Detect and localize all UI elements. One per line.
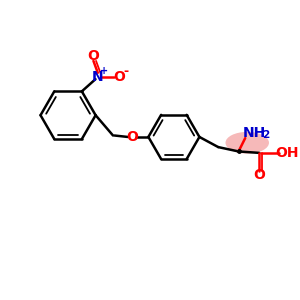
Text: NH: NH bbox=[242, 126, 266, 140]
Text: O: O bbox=[88, 49, 99, 63]
Text: O: O bbox=[254, 168, 266, 182]
Text: 2: 2 bbox=[262, 130, 270, 140]
Text: -: - bbox=[123, 65, 128, 78]
Text: OH: OH bbox=[275, 146, 298, 160]
Text: N: N bbox=[92, 70, 103, 84]
Text: O: O bbox=[126, 130, 138, 144]
Text: O: O bbox=[114, 70, 125, 84]
Text: +: + bbox=[100, 66, 108, 76]
Ellipse shape bbox=[226, 132, 269, 154]
